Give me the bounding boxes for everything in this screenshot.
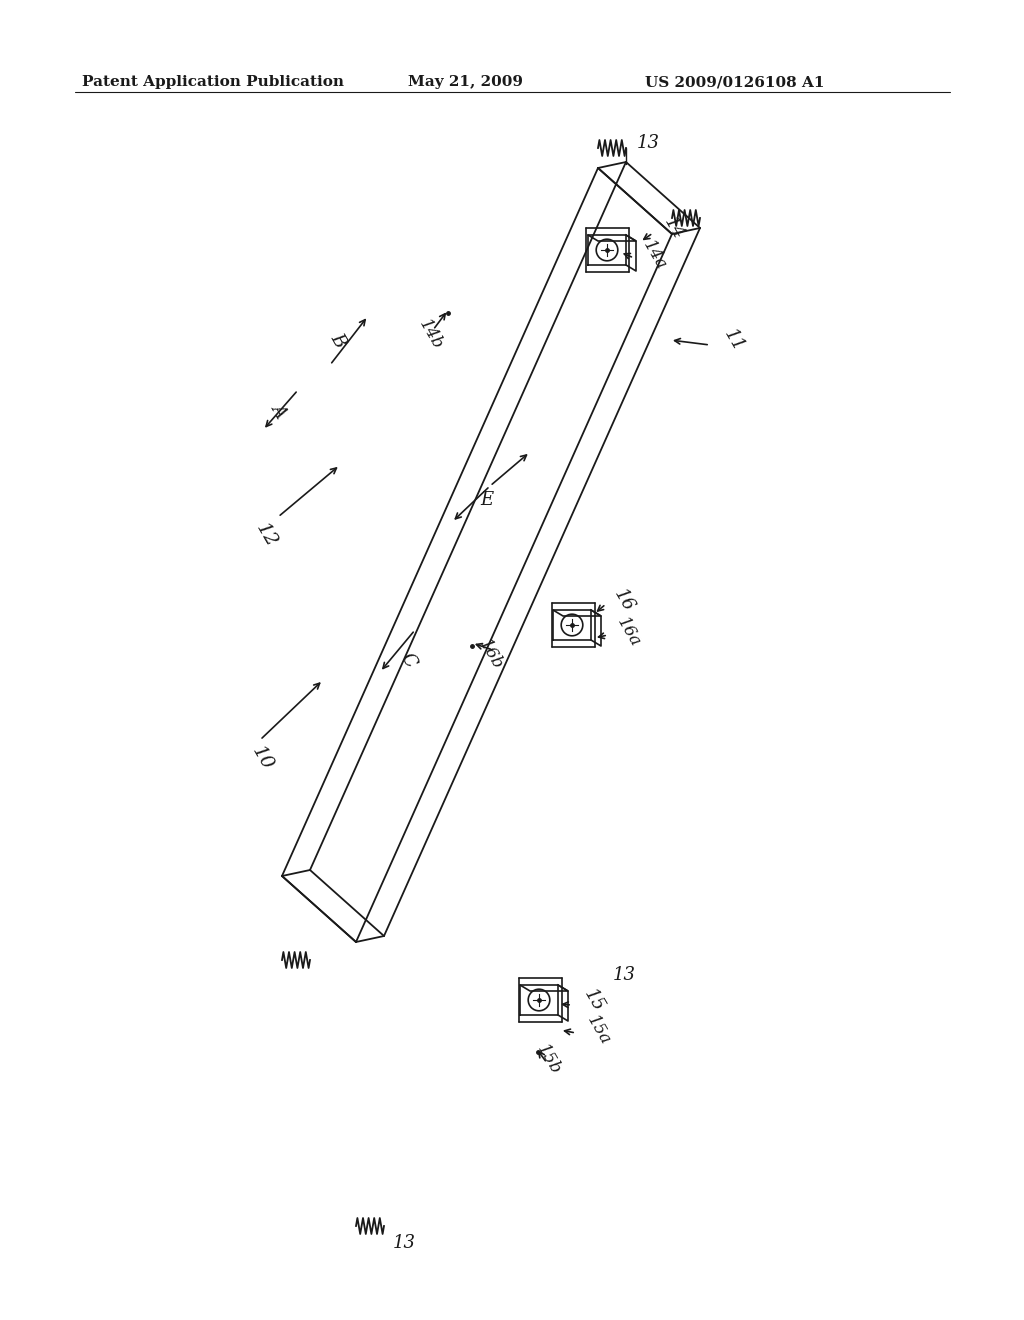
Text: 14a: 14a <box>639 238 670 273</box>
Text: 14: 14 <box>660 214 687 243</box>
Text: 13: 13 <box>613 966 636 983</box>
Text: May 21, 2009: May 21, 2009 <box>408 75 523 88</box>
Text: A: A <box>268 400 290 420</box>
Text: 10: 10 <box>248 743 275 774</box>
Text: 13: 13 <box>393 1234 416 1251</box>
Text: 16a: 16a <box>613 614 643 649</box>
Text: 15b: 15b <box>534 1041 563 1078</box>
Text: US 2009/0126108 A1: US 2009/0126108 A1 <box>645 75 824 88</box>
Text: 13: 13 <box>637 135 660 152</box>
Text: 12: 12 <box>252 520 280 550</box>
Text: 15: 15 <box>580 986 607 1015</box>
Text: 15a: 15a <box>583 1012 613 1048</box>
Text: E: E <box>480 491 494 510</box>
Text: 16b: 16b <box>475 638 506 673</box>
Text: 16: 16 <box>610 586 637 614</box>
Text: 11: 11 <box>720 326 748 355</box>
Text: Patent Application Publication: Patent Application Publication <box>82 75 344 88</box>
Text: C: C <box>397 649 420 671</box>
Text: B: B <box>327 330 349 350</box>
Text: 14b: 14b <box>415 317 445 352</box>
